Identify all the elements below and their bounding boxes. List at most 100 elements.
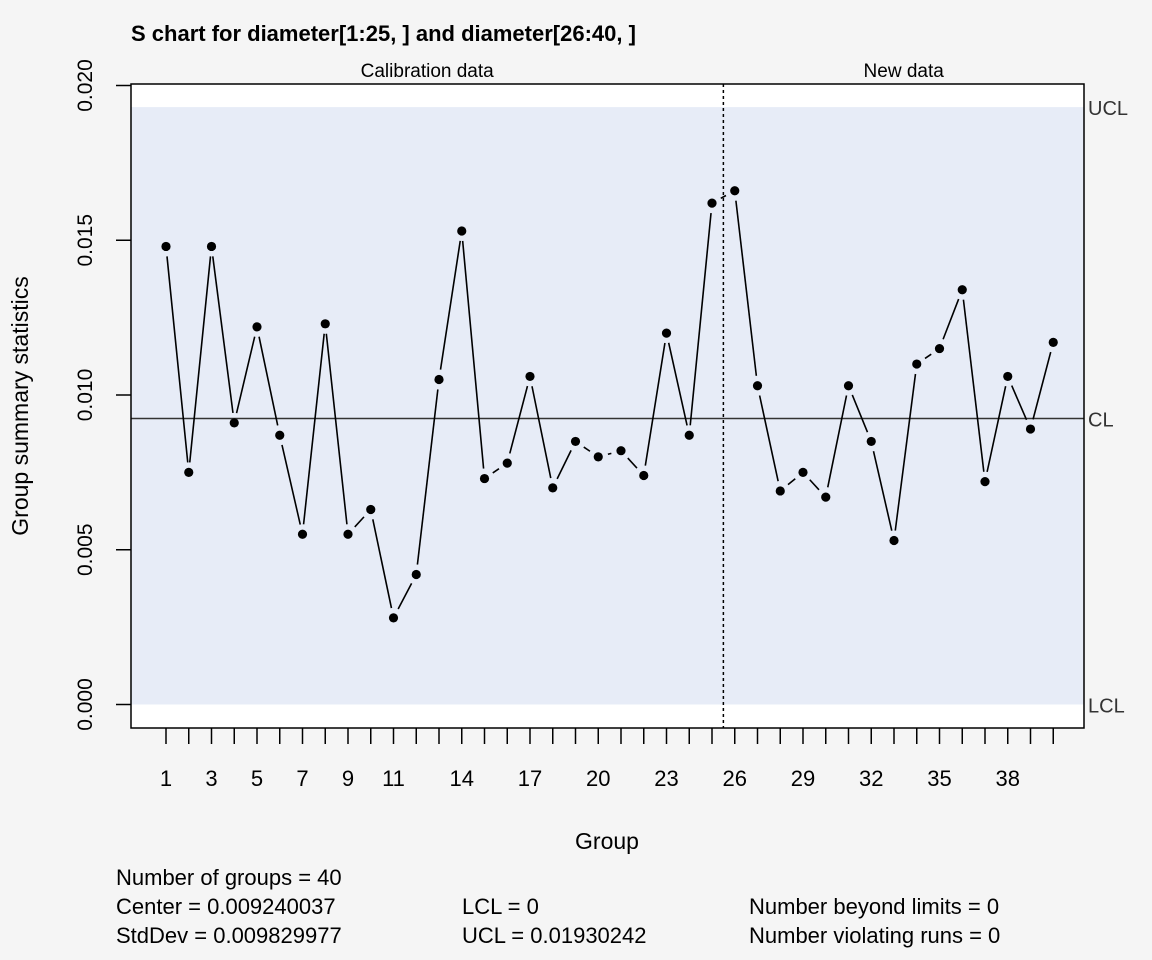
data-point-26 (730, 186, 740, 196)
x-axis-title: Group (575, 828, 639, 854)
data-point-9 (343, 529, 353, 539)
data-point-22 (639, 470, 649, 481)
chart-title: S chart for diameter[1:25, ] and diamete… (131, 21, 636, 46)
series-segment (556, 450, 572, 480)
series-segment (281, 444, 302, 525)
series-segment (924, 353, 932, 360)
data-point-25 (707, 198, 717, 208)
x-tick-label: 20 (586, 766, 610, 791)
data-point-20 (593, 452, 603, 462)
data-point-36 (957, 285, 967, 295)
x-tick-label: 23 (654, 766, 678, 791)
data-point-16 (502, 458, 512, 468)
data-point-7 (297, 529, 308, 539)
series-segment (826, 395, 848, 488)
series-segment (986, 386, 1007, 473)
series-segment (531, 386, 552, 479)
data-point-13 (434, 374, 444, 385)
y-tick-label: 0.015 (74, 214, 97, 267)
series-segment (720, 194, 727, 200)
series-segment (942, 298, 960, 340)
x-tick-label: 38 (996, 766, 1020, 791)
data-point-18 (548, 483, 558, 493)
series-segment (627, 457, 638, 469)
series-segment (735, 200, 758, 376)
data-point-2 (184, 467, 194, 477)
data-point-14 (457, 226, 467, 236)
series-segment (439, 240, 462, 370)
data-point-32 (866, 436, 876, 447)
series-segment (583, 446, 591, 452)
data-point-35 (934, 343, 945, 354)
series-segment (872, 450, 893, 531)
data-point-15 (479, 473, 490, 484)
series-segment (166, 256, 189, 463)
data-point-11 (388, 613, 399, 623)
data-point-17 (525, 371, 535, 382)
x-tick-label: 26 (723, 766, 747, 791)
data-point-37 (980, 477, 990, 487)
plot-frame (130, 83, 1085, 729)
series-segment (372, 519, 393, 609)
data-point-39 (1025, 424, 1036, 434)
series-segment (354, 516, 365, 528)
series-segment (461, 240, 485, 469)
data-point-12 (411, 569, 421, 580)
series-segment (962, 299, 985, 472)
series-segment (787, 478, 796, 486)
data-point-19 (570, 436, 581, 447)
ucl-label: UCL (1088, 98, 1128, 120)
series-segment (188, 256, 212, 463)
data-point-38 (1003, 371, 1013, 382)
series-segment (809, 479, 820, 491)
series-segment (397, 582, 413, 610)
series-segment (1010, 385, 1028, 421)
series-segment (211, 256, 234, 414)
data-point-34 (912, 359, 922, 369)
data-point-23 (661, 328, 672, 338)
x-tick-label: 5 (251, 766, 263, 791)
data-point-33 (889, 535, 899, 546)
series-segment (894, 373, 917, 531)
data-point-31 (843, 381, 854, 391)
series-segment (325, 333, 348, 525)
x-tick-label: 9 (342, 766, 354, 791)
y-tick-label: 0.010 (74, 369, 97, 422)
data-point-30 (821, 492, 831, 502)
data-point-27 (752, 381, 763, 391)
data-point-28 (775, 486, 785, 496)
series-segment (302, 333, 325, 525)
data-point-24 (684, 430, 694, 440)
series-segment (644, 342, 666, 466)
series-segment (416, 389, 439, 565)
data-point-3 (206, 241, 217, 252)
series-segment (667, 342, 688, 426)
x-tick-label: 32 (859, 766, 883, 791)
x-tick-label: 3 (205, 766, 217, 791)
x-tick-label: 7 (296, 766, 308, 791)
data-point-10 (366, 504, 376, 515)
data-point-6 (275, 430, 285, 440)
data-point-1 (161, 241, 171, 252)
data-point-5 (252, 322, 262, 332)
series-segment (689, 212, 712, 426)
phase-label-new: New data (864, 61, 945, 82)
data-point-29 (798, 467, 808, 477)
x-tick-label: 14 (450, 766, 474, 791)
data-point-4 (229, 418, 239, 428)
x-tick-label: 11 (382, 766, 405, 791)
x-tick-label: 1 (160, 766, 172, 791)
y-tick-label: 0.020 (74, 59, 97, 112)
y-tick-label: 0.000 (74, 678, 97, 731)
series-segment (235, 336, 256, 414)
series-segment (1032, 351, 1052, 420)
cl-label: CL (1088, 410, 1114, 432)
data-point-40 (1048, 337, 1058, 347)
series-segment (258, 336, 279, 426)
x-tick-label: 29 (791, 766, 815, 791)
phase-label-calibration: Calibration data (361, 61, 495, 82)
data-point-21 (616, 446, 626, 456)
y-tick-label: 0.005 (74, 523, 97, 576)
x-tick-label: 17 (518, 766, 542, 791)
